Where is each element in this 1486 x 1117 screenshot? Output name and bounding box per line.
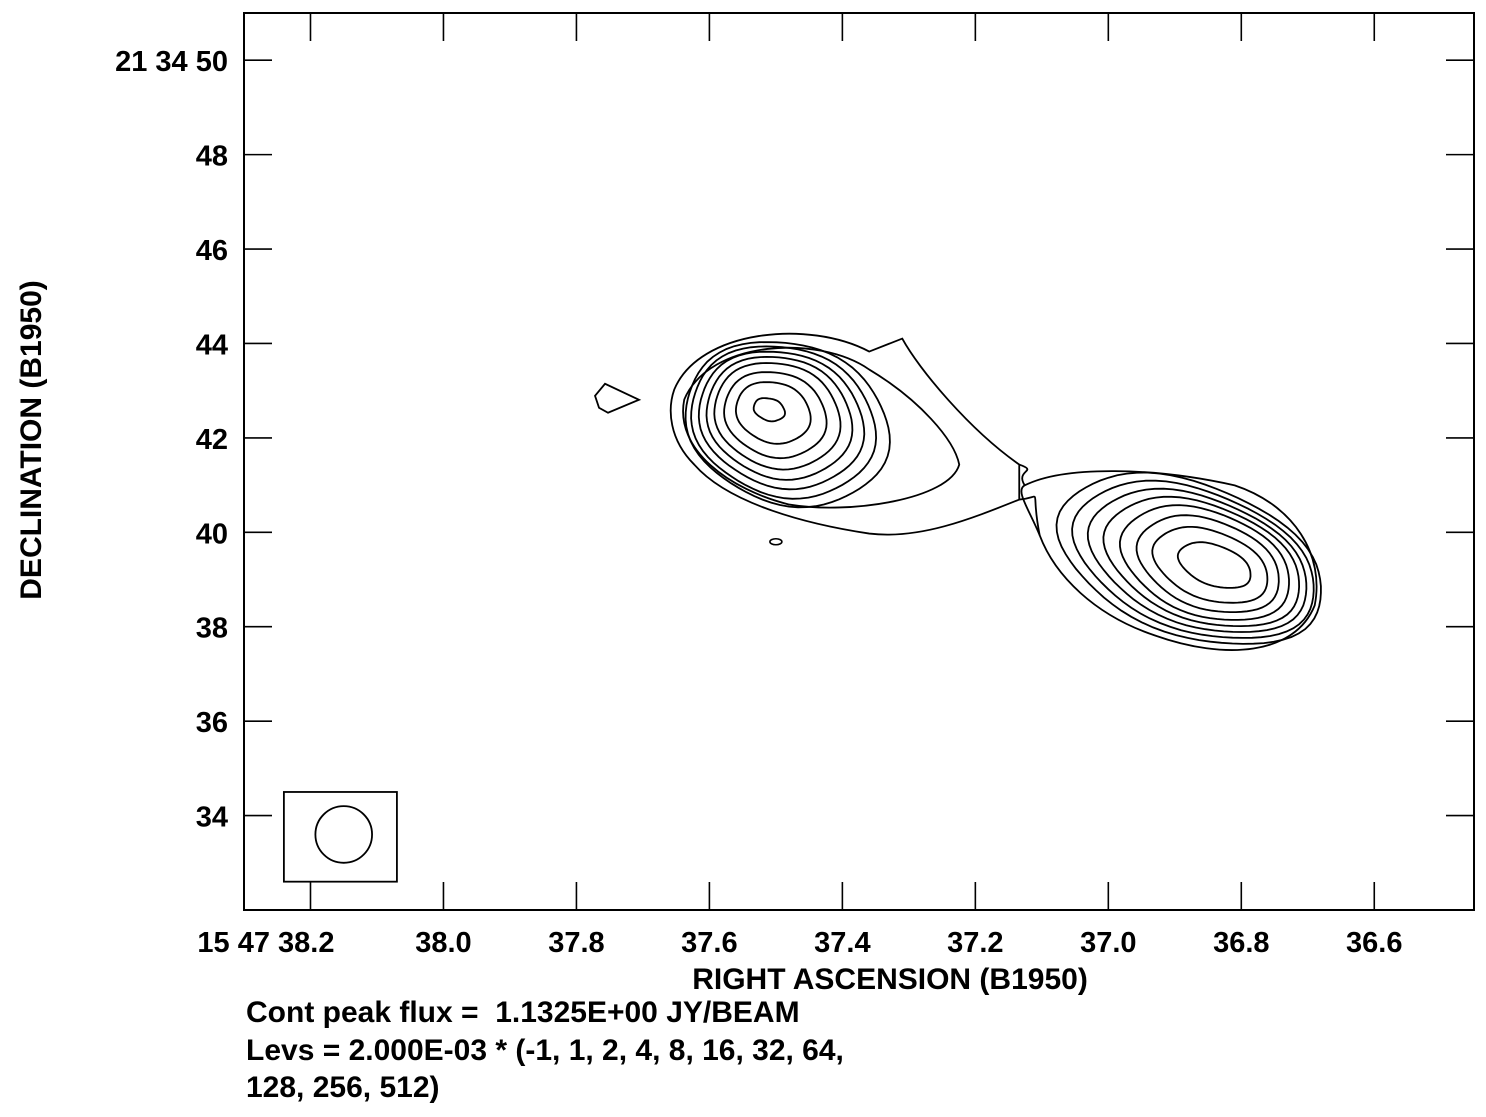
- x-tick-label: 37.0: [1080, 927, 1136, 959]
- x-tick-label: 36.8: [1213, 927, 1269, 959]
- contour-line: [752, 397, 786, 423]
- x-tick-label: 37.6: [681, 927, 737, 959]
- x-tick-label: 37.8: [548, 927, 604, 959]
- contour-bridge: [1018, 463, 1029, 486]
- contour-line: [1151, 526, 1269, 604]
- contour-line: [684, 341, 891, 509]
- y-tick-label: 48: [196, 141, 228, 173]
- beam-ellipse: [314, 805, 373, 864]
- contour-line: [690, 345, 878, 500]
- contour-line: [1118, 504, 1290, 621]
- y-tick-label: 34: [196, 802, 228, 834]
- x-tick-label: 37.2: [947, 927, 1003, 959]
- plot-border: [243, 12, 1475, 911]
- beam-indicator: [282, 791, 398, 883]
- contour-line-outer: [1020, 470, 1318, 651]
- y-tick-label: 40: [196, 518, 228, 550]
- contour-line: [697, 350, 866, 491]
- caption-levels-line2: 128, 256, 512): [246, 1071, 440, 1104]
- x-tick-label: 15 47 38.2: [197, 927, 334, 959]
- axis-ticks: [244, 13, 1474, 910]
- caption-levels-line1: Levs = 2.000E-03 * (-1, 1, 2, 4, 8, 16, …: [246, 1034, 844, 1067]
- contour-line: [1071, 479, 1315, 639]
- y-tick-labels: 21 34 50 48 46 44 42 40 38 36 34: [115, 46, 228, 833]
- caption-peak-flux: Cont peak flux = 1.1325E+00 JY/BEAM: [246, 996, 800, 1029]
- contour-line: [1135, 514, 1280, 613]
- contour-line: [723, 371, 828, 460]
- x-axis-label: RIGHT ASCENSION (B1950): [692, 963, 1088, 996]
- contour-line-outer: [682, 346, 961, 509]
- y-tick-label: 21 34 50: [115, 46, 228, 78]
- plot-frame: [243, 12, 1475, 911]
- contour-line: [713, 362, 842, 471]
- y-tick-label: 46: [196, 235, 228, 267]
- x-tick-labels: 15 47 38.2 38.0 37.8 37.6 37.4 37.2 37.0 36.8 36…: [197, 927, 1402, 959]
- beam-box: [282, 791, 398, 883]
- contour-blob: [594, 382, 642, 414]
- x-tick-label: 38.0: [415, 927, 471, 959]
- y-tick-label: 38: [196, 613, 228, 645]
- x-tick-label: 37.4: [814, 927, 870, 959]
- contour-line: [734, 381, 812, 445]
- y-tick-label: 44: [196, 329, 228, 361]
- contour-line: [1176, 541, 1252, 589]
- contour-blob: [769, 537, 783, 546]
- contour-lines: [594, 332, 1322, 651]
- contour-line: [705, 355, 854, 481]
- contour-line: [1086, 487, 1308, 633]
- y-axis-label: DECLINATION (B1950): [15, 280, 48, 599]
- contour-line: [1055, 471, 1322, 645]
- contour-line: [1102, 495, 1301, 628]
- y-tick-label: 42: [196, 424, 228, 456]
- y-tick-label: 36: [196, 707, 228, 739]
- x-tick-label: 36.6: [1346, 927, 1402, 959]
- contour-bridge: [1019, 495, 1041, 536]
- contour-line-outer: [669, 332, 1021, 536]
